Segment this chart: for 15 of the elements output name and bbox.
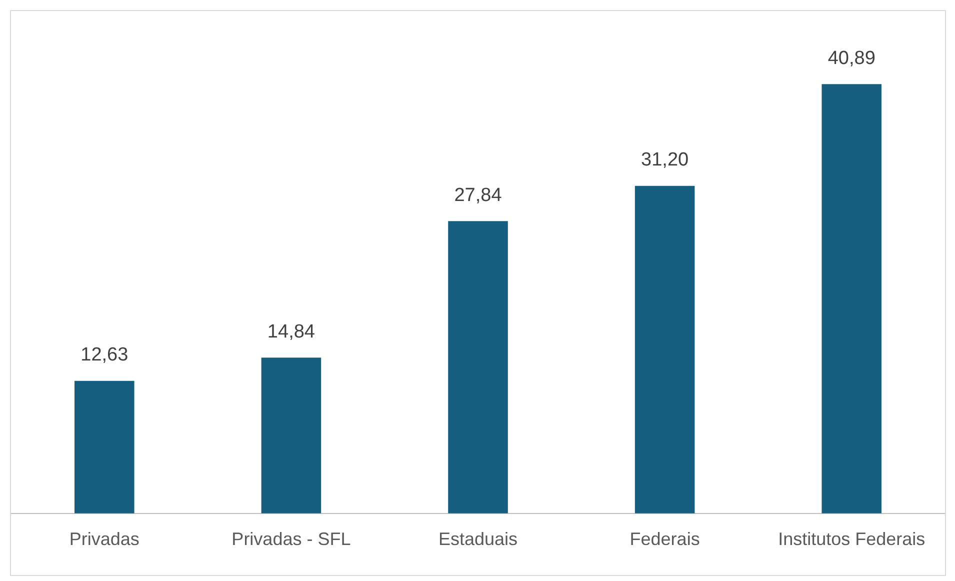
- x-tick-label: Federais: [630, 529, 700, 550]
- bar: [74, 380, 134, 514]
- x-tick-label: Institutos Federais: [778, 529, 926, 550]
- bar: [448, 221, 508, 514]
- data-label: 40,89: [828, 48, 876, 69]
- data-label: 12,63: [80, 344, 128, 366]
- x-tick-label: Estaduais: [438, 529, 518, 550]
- bar: [822, 84, 882, 514]
- data-label: 27,84: [454, 184, 502, 206]
- bar: [634, 186, 695, 514]
- data-label: 31,20: [641, 150, 689, 171]
- bar: [261, 358, 322, 514]
- x-tick-label: Privadas - SFL: [232, 529, 351, 550]
- data-label: 14,84: [267, 321, 316, 342]
- x-tick-label: Privadas: [69, 529, 140, 550]
